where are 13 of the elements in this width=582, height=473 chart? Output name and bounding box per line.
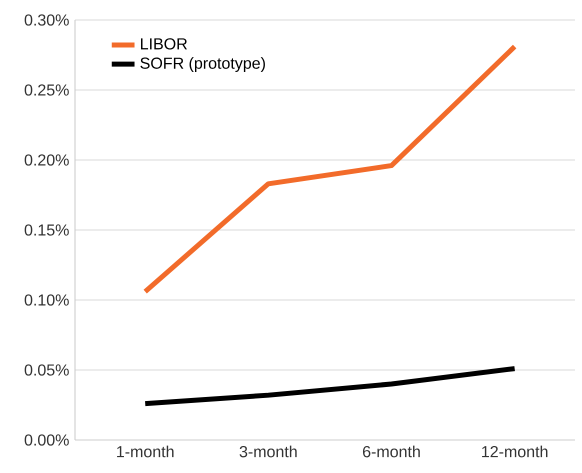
y-tick-label: 0.00% — [24, 434, 69, 446]
x-tick-label: 1-month — [117, 446, 174, 458]
y-tick-label: 0.05% — [24, 364, 69, 376]
legend-label: SOFR (prototype) — [140, 57, 265, 72]
x-tick-label: 12-month — [482, 446, 548, 458]
y-tick-label: 0.10% — [24, 294, 69, 306]
x-tick-label: 6-month — [362, 446, 420, 458]
legend-label: LIBOR — [141, 38, 187, 50]
y-tick-label: 0.15% — [24, 224, 69, 236]
y-tick-label: 0.30% — [24, 14, 69, 26]
x-tick-label: 3-month — [240, 446, 297, 458]
y-tick-label: 0.25% — [24, 84, 69, 96]
y-tick-label: 0.20% — [24, 154, 69, 166]
